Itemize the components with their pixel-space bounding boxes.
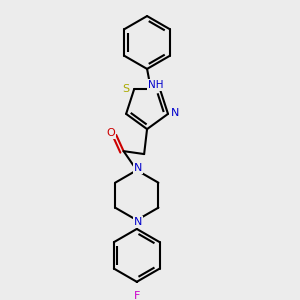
Text: N: N <box>171 108 179 118</box>
Text: S: S <box>122 84 130 94</box>
Text: F: F <box>134 291 140 300</box>
Text: N: N <box>134 163 142 173</box>
Text: NH: NH <box>148 80 163 90</box>
Text: N: N <box>134 217 142 227</box>
Text: O: O <box>106 128 115 138</box>
